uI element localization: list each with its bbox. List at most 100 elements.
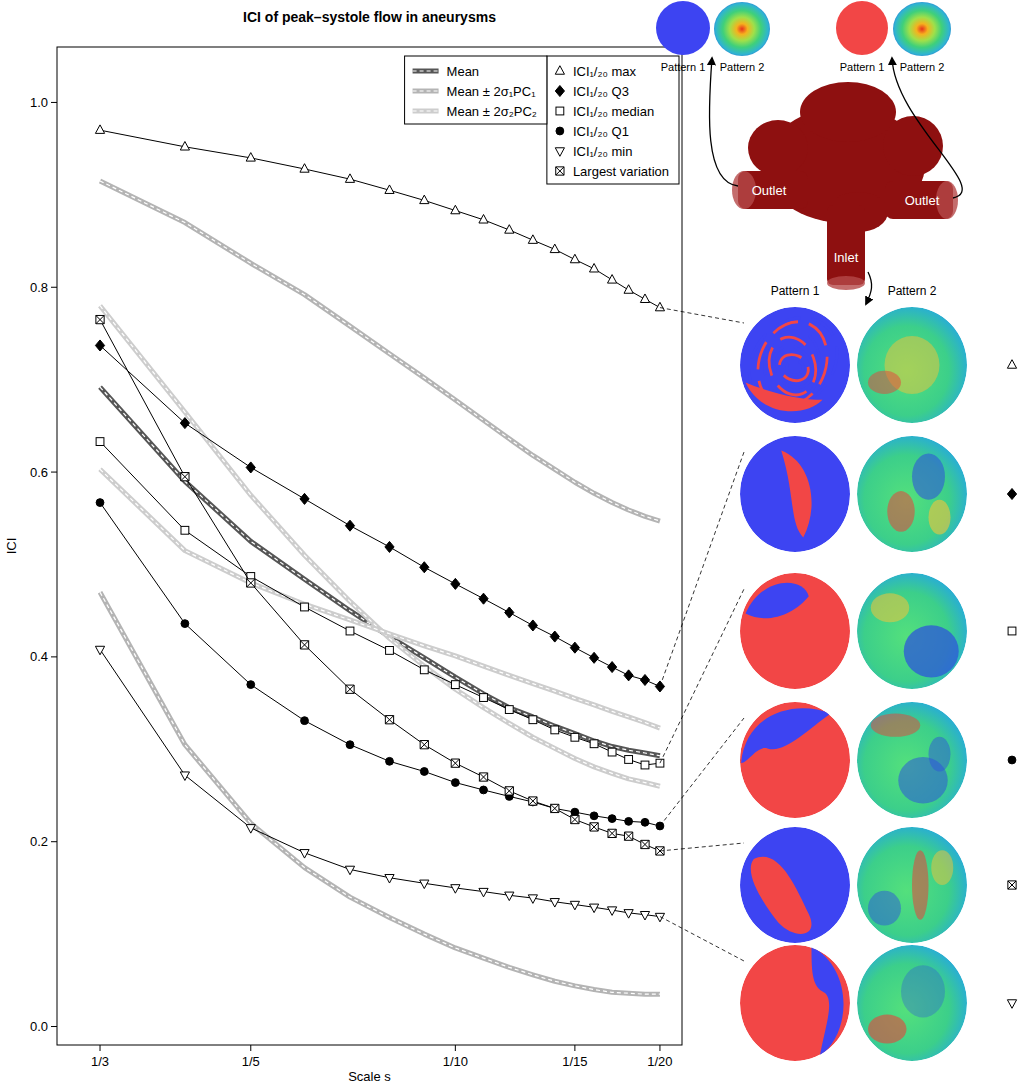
- y-tick-label: 0.8: [30, 280, 48, 295]
- pattern-1-image: [740, 945, 850, 1061]
- point: [95, 125, 104, 134]
- connector: [660, 452, 744, 686]
- series: [95, 340, 664, 692]
- pattern-label: Pattern 2: [900, 61, 945, 73]
- legend-symbol: [556, 127, 564, 135]
- point: [386, 757, 394, 765]
- pattern-blob: [931, 850, 953, 885]
- point: [625, 756, 633, 764]
- y-tick: [51, 287, 57, 288]
- pattern-blob: [868, 371, 901, 394]
- row-symbol: [1007, 1000, 1016, 1009]
- point: [640, 294, 649, 303]
- point: [641, 840, 649, 848]
- y-tick: [51, 841, 57, 842]
- y-tick-label: 0.4: [30, 649, 48, 664]
- point: [96, 438, 104, 446]
- legend-symbol: [413, 69, 439, 74]
- pattern-1-image: [740, 436, 850, 552]
- pattern-disc: [714, 2, 770, 56]
- aneurysm: [732, 82, 958, 290]
- pattern-region: [812, 946, 844, 1056]
- x-tick: [100, 1045, 101, 1051]
- series-line: [100, 306, 660, 787]
- point: [345, 866, 354, 875]
- connector: [660, 308, 744, 323]
- series: [100, 387, 660, 756]
- series-line: [100, 469, 660, 728]
- point: [346, 627, 354, 635]
- point: [181, 620, 189, 628]
- x-tick-label: 1/10: [443, 1054, 468, 1069]
- row-symbol: [1008, 627, 1016, 635]
- pattern-disc: [893, 2, 951, 56]
- aneurysm-part: [800, 82, 896, 142]
- point: [420, 768, 428, 776]
- pattern-blob: [929, 737, 951, 772]
- y-tick: [51, 656, 57, 657]
- point: [640, 674, 649, 685]
- point: [608, 815, 616, 823]
- vessel-label: Outlet: [752, 183, 787, 198]
- pattern-disc: [656, 1, 710, 55]
- pattern-base: [740, 702, 850, 818]
- series-line: [100, 387, 660, 756]
- vessel-label: Inlet: [834, 250, 859, 265]
- pattern-blob: [887, 491, 915, 532]
- legend-label: ICI₁/₂₀ min: [573, 144, 633, 159]
- plot-area: [95, 125, 664, 994]
- series: [95, 125, 664, 311]
- point: [451, 681, 459, 689]
- point: [96, 499, 104, 507]
- row-symbol: [1008, 756, 1016, 764]
- point: [505, 225, 514, 234]
- plot-frame: [57, 47, 682, 1045]
- series-line: [100, 503, 660, 826]
- point: [246, 153, 255, 162]
- point: [180, 772, 189, 781]
- legend-symbol: [555, 85, 564, 96]
- x-tick: [659, 1045, 660, 1051]
- pattern-blob: [912, 453, 945, 499]
- point: [451, 759, 459, 767]
- column-head: Pattern 1: [771, 284, 820, 298]
- point: [528, 895, 537, 904]
- point: [479, 888, 488, 897]
- pattern-base: [857, 827, 967, 943]
- point: [571, 815, 579, 823]
- y-tick: [51, 472, 57, 473]
- legend-label: ICI₁/₂₀ median: [573, 104, 654, 119]
- series-line: [100, 320, 660, 851]
- point: [607, 662, 616, 673]
- pattern-base: [740, 827, 850, 943]
- legend-symbol: [556, 107, 564, 115]
- point: [181, 473, 189, 481]
- point: [589, 904, 598, 913]
- point: [346, 741, 354, 749]
- point: [570, 254, 579, 263]
- arrow: [892, 58, 962, 198]
- point: [505, 787, 513, 795]
- pattern-base: [740, 307, 850, 423]
- legend-label: ICI₁/₂₀ max: [573, 64, 637, 79]
- point: [479, 773, 487, 781]
- pattern-2-image: [857, 307, 967, 423]
- point: [505, 706, 513, 714]
- pattern-swirl: [766, 338, 820, 396]
- point: [625, 817, 633, 825]
- vessel-label: Outlet: [905, 193, 940, 208]
- point: [590, 812, 598, 820]
- series-line: [100, 442, 660, 765]
- row-symbol: [1007, 488, 1016, 499]
- point: [420, 562, 429, 573]
- legend-symbol: [413, 110, 439, 111]
- point: [641, 761, 649, 769]
- aneurysm-part: [748, 120, 808, 176]
- point: [624, 670, 633, 681]
- series: [96, 499, 664, 830]
- pattern-blob: [871, 714, 921, 737]
- point: [656, 822, 664, 830]
- pattern-base: [740, 573, 850, 689]
- point: [655, 913, 664, 922]
- y-tick-label: 0.6: [30, 465, 48, 480]
